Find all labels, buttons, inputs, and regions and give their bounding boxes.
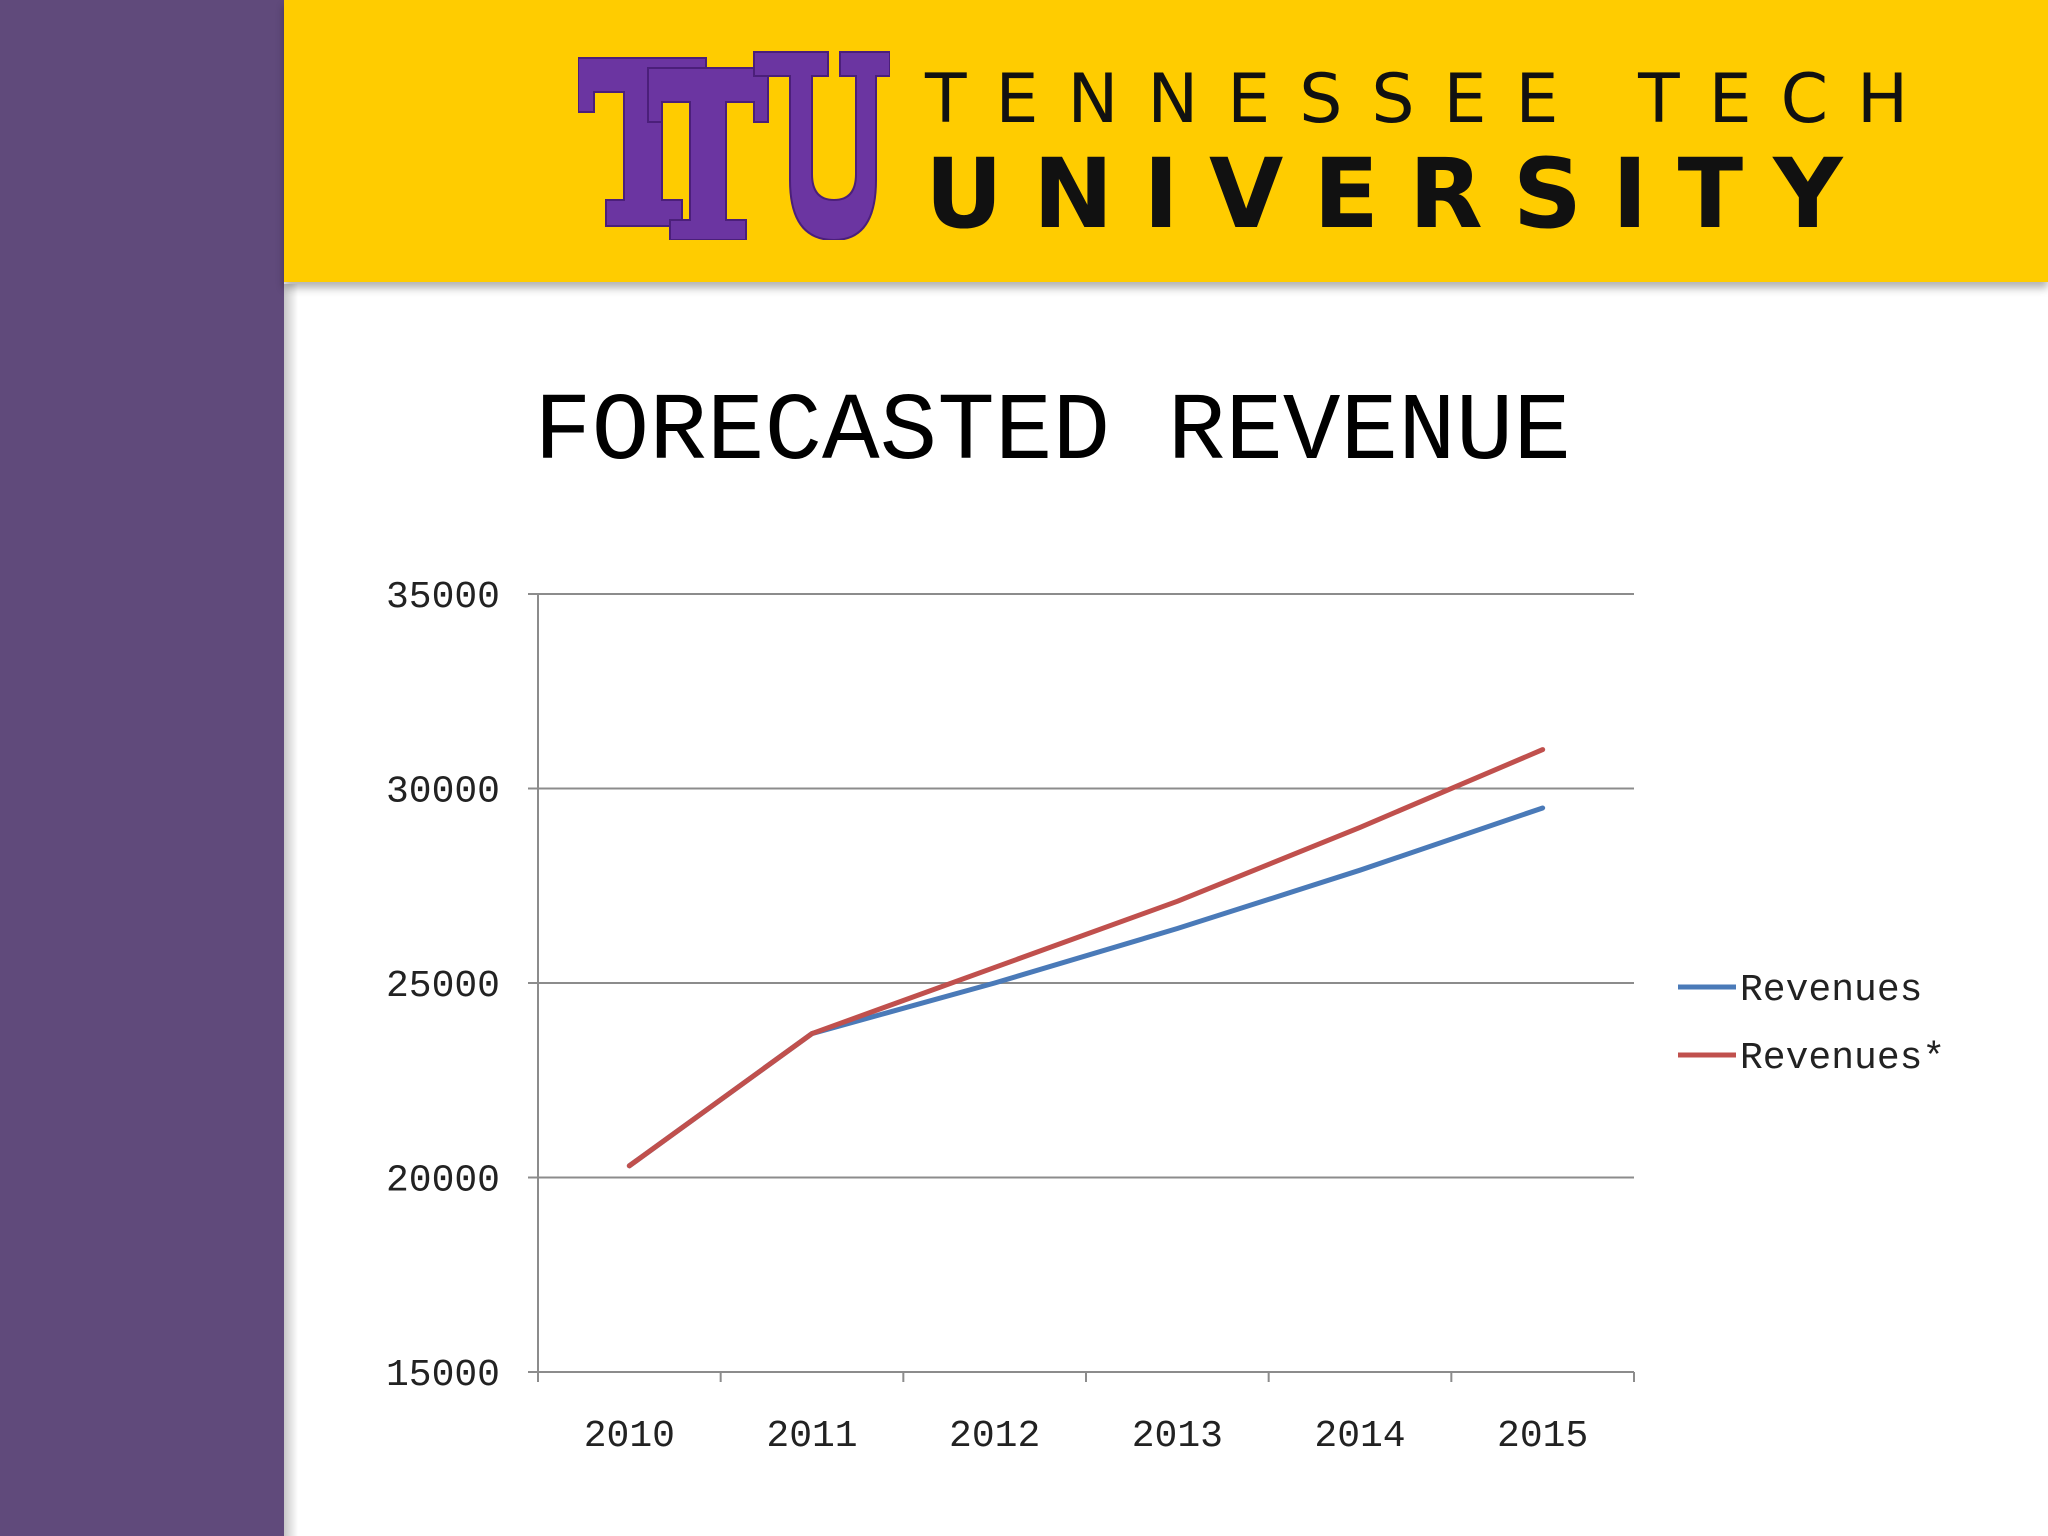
x-tick-label-2013: 2013 <box>1132 1415 1223 1458</box>
x-tick-label-2015: 2015 <box>1497 1415 1588 1458</box>
university-logo-icon <box>578 51 890 240</box>
y-tick-label-15000: 15000 <box>386 1354 500 1397</box>
y-tick-label-30000: 30000 <box>386 771 500 814</box>
x-tick-label-2011: 2011 <box>766 1415 857 1458</box>
left-sidebar-bar <box>0 0 284 1536</box>
series-line-revenues-star <box>626 747 1546 1169</box>
legend-label-revenues: Revenues <box>1740 969 1922 1012</box>
legend-label-revenues-star: Revenues* <box>1740 1037 1945 1080</box>
logo-text-line-2: UNIVERSITY <box>925 138 1873 250</box>
sidebar-shadow <box>284 284 298 1536</box>
x-tick-label-2012: 2012 <box>949 1415 1040 1458</box>
x-tick-label-2010: 2010 <box>584 1415 675 1458</box>
logo-text-line-1: TENNESSEE TECH <box>925 60 1938 139</box>
y-tick-label-20000: 20000 <box>386 1160 500 1203</box>
x-tick-label-2014: 2014 <box>1314 1415 1405 1458</box>
header-band <box>284 0 2048 282</box>
y-tick-label-35000: 35000 <box>386 576 500 619</box>
series-line-revenues <box>626 805 1546 1169</box>
y-tick-label-25000: 25000 <box>386 965 500 1008</box>
slide-title: FORECASTED REVENUE <box>534 378 1571 487</box>
